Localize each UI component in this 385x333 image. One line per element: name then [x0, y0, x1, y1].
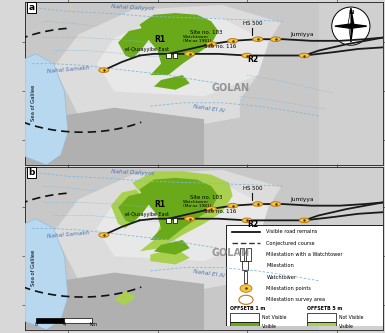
Circle shape: [242, 218, 252, 223]
Text: Nahal El Ai: Nahal El Ai: [193, 269, 226, 278]
Text: Watchtower
(Maʿoz 1981): Watchtower (Maʿoz 1981): [182, 35, 211, 43]
Polygon shape: [319, 166, 383, 330]
Polygon shape: [319, 2, 383, 165]
Polygon shape: [132, 171, 233, 251]
Circle shape: [299, 218, 309, 223]
Text: el-Qusayyibe East: el-Qusayyibe East: [125, 47, 169, 52]
Polygon shape: [154, 75, 190, 90]
Polygon shape: [25, 108, 204, 165]
Circle shape: [271, 202, 281, 206]
Text: a: a: [28, 3, 35, 12]
Polygon shape: [150, 248, 190, 264]
Text: Nahal El Ai: Nahal El Ai: [193, 104, 226, 114]
Polygon shape: [111, 189, 147, 228]
Text: Nahal Samakh: Nahal Samakh: [47, 66, 90, 75]
Polygon shape: [240, 166, 383, 330]
Circle shape: [242, 53, 252, 58]
Text: Nahal Daliyyot: Nahal Daliyyot: [111, 4, 154, 12]
Text: Jumiyya: Jumiyya: [290, 32, 313, 37]
Text: R1: R1: [154, 35, 165, 45]
Circle shape: [253, 37, 263, 42]
Text: Nahal Samakh: Nahal Samakh: [47, 230, 90, 239]
Bar: [172, 218, 177, 223]
Circle shape: [253, 202, 263, 206]
Bar: [172, 53, 177, 58]
Text: Site no. 103: Site no. 103: [190, 30, 222, 35]
Text: Sea of Galilee: Sea of Galilee: [32, 85, 37, 121]
Text: HS 500: HS 500: [243, 186, 263, 191]
Text: Sea of Galilee: Sea of Galilee: [32, 249, 37, 286]
Circle shape: [185, 52, 195, 56]
Text: HS 500: HS 500: [243, 21, 263, 26]
Polygon shape: [97, 183, 268, 261]
Circle shape: [206, 207, 216, 211]
Bar: [166, 218, 171, 223]
Polygon shape: [154, 240, 190, 255]
Polygon shape: [240, 2, 383, 165]
Text: GOLAN: GOLAN: [211, 83, 249, 94]
Text: Site no. 116: Site no. 116: [204, 44, 236, 49]
Circle shape: [228, 39, 238, 43]
Circle shape: [99, 68, 109, 73]
Polygon shape: [115, 290, 136, 305]
Circle shape: [271, 37, 281, 42]
Circle shape: [99, 233, 109, 237]
Text: R1: R1: [154, 200, 165, 209]
Polygon shape: [140, 13, 218, 75]
Circle shape: [206, 42, 216, 46]
Text: R2: R2: [247, 220, 258, 229]
Polygon shape: [25, 219, 68, 330]
Polygon shape: [54, 170, 330, 289]
Text: Site no. 116: Site no. 116: [204, 209, 236, 214]
Text: R2: R2: [247, 55, 258, 64]
Text: el-Qusayyibe East: el-Qusayyibe East: [125, 212, 169, 217]
Text: Nahal Daliyyot: Nahal Daliyyot: [111, 169, 154, 176]
Bar: [166, 53, 171, 58]
Polygon shape: [54, 5, 330, 124]
Text: GOLAN: GOLAN: [211, 248, 249, 258]
Text: Site no. 103: Site no. 103: [190, 195, 222, 200]
Polygon shape: [25, 54, 68, 165]
Circle shape: [228, 203, 238, 208]
Polygon shape: [118, 28, 150, 59]
Polygon shape: [118, 192, 150, 224]
Text: Jumiyya: Jumiyya: [290, 197, 313, 202]
Circle shape: [185, 216, 195, 221]
Circle shape: [299, 53, 309, 58]
Polygon shape: [97, 18, 268, 96]
Text: b: b: [28, 168, 35, 177]
Polygon shape: [25, 272, 204, 330]
Polygon shape: [140, 178, 218, 240]
Text: Watchtower
(Maʿoz 1981): Watchtower (Maʿoz 1981): [182, 199, 211, 208]
